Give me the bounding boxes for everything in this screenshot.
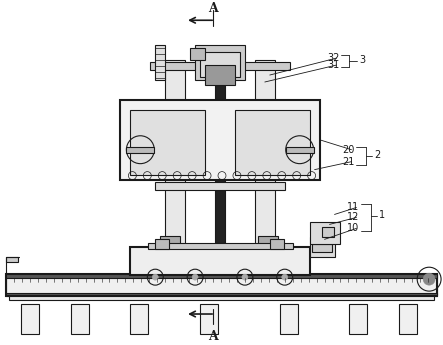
Bar [120,100,319,180]
Text: 12: 12 [347,213,359,223]
Bar [70,304,89,334]
Bar [235,110,310,175]
Bar [322,227,334,237]
Bar [6,274,437,296]
Bar [150,62,290,70]
Circle shape [242,274,248,280]
Bar [195,45,245,80]
Bar [310,223,339,244]
Bar [126,147,154,153]
Bar [130,110,205,175]
Bar [310,237,334,257]
Bar [6,257,18,262]
Text: 20: 20 [342,145,354,155]
Bar [148,243,293,249]
Circle shape [152,274,158,280]
Bar [215,60,225,247]
Bar [311,244,331,252]
Bar [155,45,165,80]
Bar [6,274,437,278]
Text: 10: 10 [347,223,359,233]
Bar [155,181,285,189]
Circle shape [192,274,198,280]
Bar [130,304,148,334]
Bar [258,236,278,244]
Bar [160,236,180,244]
Bar [21,304,39,334]
Bar [205,65,235,85]
Bar [155,239,169,249]
Text: 31: 31 [327,60,339,70]
Bar [200,52,240,77]
Bar [165,60,185,247]
Text: A: A [208,2,218,15]
Circle shape [282,274,288,280]
Text: 1: 1 [379,210,385,220]
Text: A: A [208,331,218,343]
Text: 2: 2 [374,150,381,160]
Text: 32: 32 [327,53,339,63]
Text: 3: 3 [359,55,365,65]
Circle shape [423,273,435,285]
Bar [286,147,314,153]
Bar [280,304,298,334]
Text: 21: 21 [342,157,354,167]
Bar [6,293,437,295]
Text: 11: 11 [347,203,359,213]
Bar [200,304,218,334]
Bar [190,48,205,60]
Bar [6,274,437,296]
Bar [130,247,310,275]
Bar [255,60,275,247]
Bar [270,239,284,249]
Bar [350,304,367,334]
Bar [399,304,417,334]
Bar [9,296,434,300]
